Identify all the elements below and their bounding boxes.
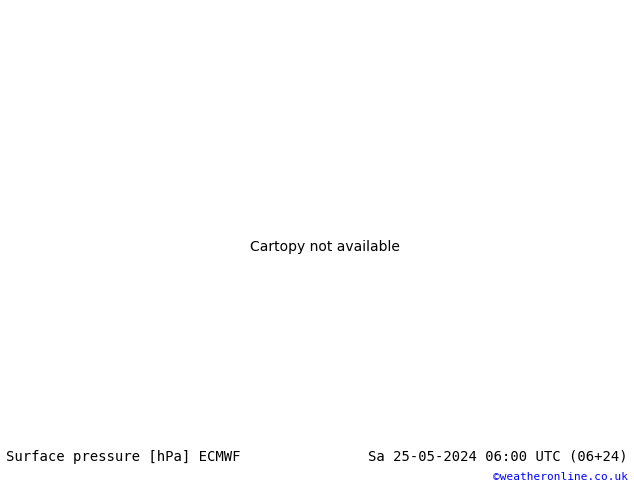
Text: Sa 25-05-2024 06:00 UTC (06+24): Sa 25-05-2024 06:00 UTC (06+24) bbox=[368, 450, 628, 464]
Text: Surface pressure [hPa] ECMWF: Surface pressure [hPa] ECMWF bbox=[6, 450, 241, 464]
Text: ©weatheronline.co.uk: ©weatheronline.co.uk bbox=[493, 472, 628, 482]
Text: Cartopy not available: Cartopy not available bbox=[250, 241, 400, 254]
